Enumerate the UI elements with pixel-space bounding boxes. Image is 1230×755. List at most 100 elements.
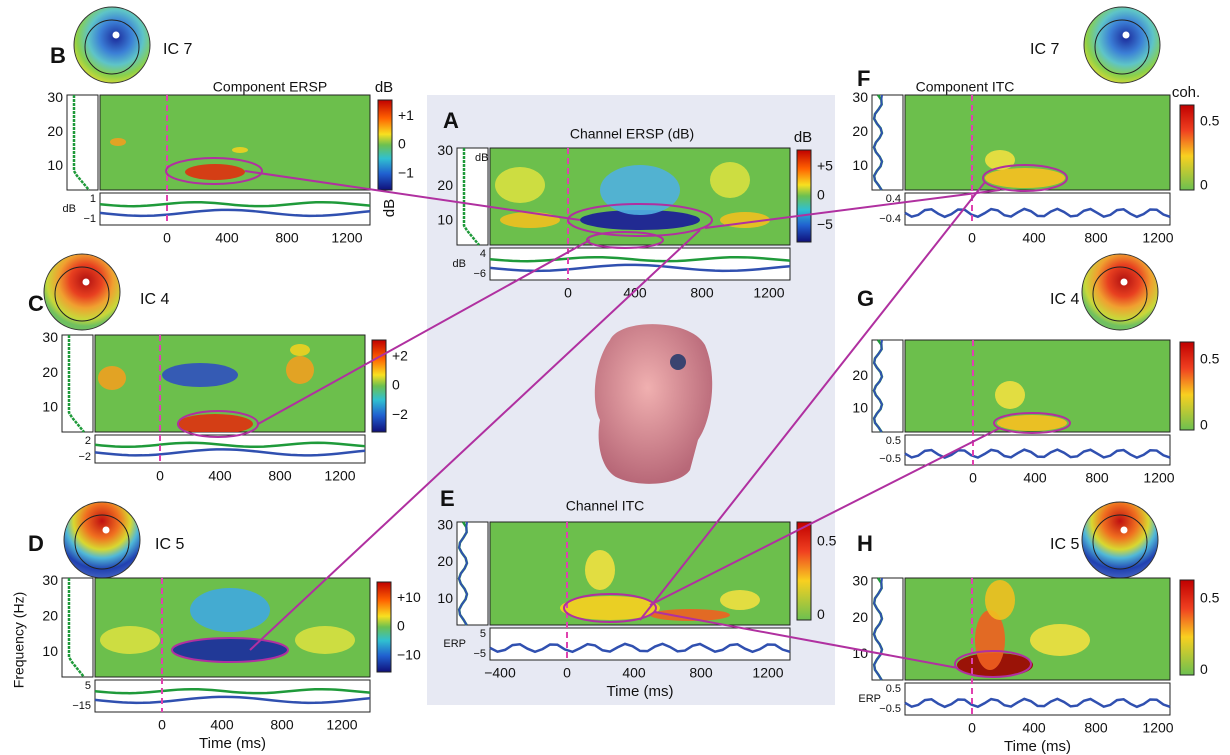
freq-curve-blue (457, 521, 469, 626)
blob (162, 363, 238, 387)
trace-box (904, 434, 1171, 466)
scalp-map (1081, 253, 1159, 331)
trace-tick-label: −1 (83, 213, 96, 225)
connector (704, 189, 1001, 229)
x-tick-label: 0 (968, 230, 976, 246)
blob (172, 638, 288, 662)
trace-tick-label: 5 (480, 628, 486, 640)
y-tick-label: 20 (47, 123, 63, 139)
head-outline (1094, 19, 1150, 75)
trace-blue (904, 207, 1171, 219)
head-outline (84, 19, 140, 75)
x-tick-label: 400 (622, 665, 646, 681)
x-axis-label: Time (ms) (607, 683, 674, 700)
highlight (982, 164, 1068, 192)
x-tick-label: 400 (208, 468, 232, 484)
colorbar-tick-label: 0 (397, 618, 405, 634)
x-tick-label: 800 (1084, 230, 1108, 246)
blob (286, 356, 314, 384)
y-tick-label: 30 (47, 89, 63, 105)
trace-green (489, 255, 791, 263)
y-tick-label: 20 (437, 553, 453, 569)
heatmap-blobs (98, 344, 314, 432)
connector (257, 239, 591, 425)
trace-box (904, 192, 1171, 226)
blob (580, 210, 700, 230)
heatmap-blobs (110, 138, 248, 180)
blob (985, 168, 1065, 188)
y-tick-label: 20 (852, 123, 868, 139)
trace-tick-label: 1 (90, 193, 96, 205)
freq-curve (67, 578, 85, 678)
trace-tick-label: −0.5 (879, 703, 901, 715)
trace-blue (904, 697, 1171, 709)
blob (650, 609, 730, 621)
y-tick-label: 30 (42, 572, 58, 588)
y-tick-label: 10 (42, 643, 58, 659)
x-tick-label: 0 (563, 665, 571, 681)
panel-letter: G (857, 286, 874, 311)
colorbar-tick-label: 0.5 (1200, 590, 1220, 606)
head-outline (74, 514, 130, 570)
blob (177, 414, 253, 432)
scalp-map (43, 253, 121, 331)
panel-letter: D (28, 531, 44, 556)
colorbar-tick-label: −5 (817, 216, 833, 232)
component-label: IC 7 (1030, 41, 1059, 58)
trace-box (489, 627, 791, 661)
component-label: IC 4 (140, 291, 169, 308)
colorbar-tick-label: 0 (398, 136, 406, 152)
y-tick-label: 10 (852, 157, 868, 173)
freq-strip (61, 577, 94, 678)
trace-blue (489, 642, 791, 654)
y-tick-label: 30 (42, 329, 58, 345)
blob (232, 147, 248, 153)
trace-tick-label: 2 (85, 435, 91, 447)
freq-curve (462, 148, 480, 246)
highlight (954, 650, 1032, 678)
y-tick-label: 20 (437, 177, 453, 193)
trace-blue (94, 695, 371, 705)
blob (295, 626, 355, 654)
colorbar-tick-label: −2 (392, 406, 408, 422)
trace-tick-label: 0.4 (886, 193, 901, 205)
x-tick-label: 1200 (326, 717, 357, 733)
x-tick-label: 800 (689, 665, 713, 681)
blob (560, 596, 660, 620)
y-tick-label: 10 (437, 211, 453, 227)
x-tick-label: 0 (158, 717, 166, 733)
highlight (165, 157, 263, 185)
trace-green (99, 200, 371, 208)
y-axis-label: Frequency (Hz) (11, 592, 27, 688)
heatmap-blobs (957, 580, 1090, 677)
x-tick-label: −400 (484, 665, 516, 681)
scalp-map (1083, 6, 1161, 84)
trace-axis-label: dB (381, 199, 398, 217)
panel-title: Component ITC (916, 79, 1015, 95)
colorbar-tick-label: +1 (398, 107, 414, 123)
x-tick-label: 800 (270, 717, 294, 733)
y-tick-label: 30 (437, 142, 453, 158)
blob (1030, 624, 1090, 656)
highlight (171, 637, 289, 663)
heatmap-blobs (100, 588, 355, 662)
trace-tick-label: −15 (72, 700, 91, 712)
freq-strip (66, 94, 99, 191)
component-label: IC 5 (1050, 536, 1079, 553)
colorbar-tick-label: +10 (397, 589, 421, 605)
colorbar-tick-label: −10 (397, 647, 421, 663)
y-tick-label: 30 (852, 89, 868, 105)
blob (975, 610, 1005, 670)
colorbar-tick-label: 0 (1200, 416, 1208, 432)
freq-curve-blue (872, 339, 884, 433)
trace-label: ERP (858, 693, 881, 705)
electrode (1120, 526, 1128, 534)
panel-letter: E (440, 486, 455, 511)
freq-curve (67, 335, 85, 433)
electrode (1120, 278, 1128, 286)
freq-curve-blue (872, 94, 884, 191)
colorbar (1179, 104, 1195, 191)
highlight (993, 412, 1071, 434)
highlight (563, 593, 657, 623)
